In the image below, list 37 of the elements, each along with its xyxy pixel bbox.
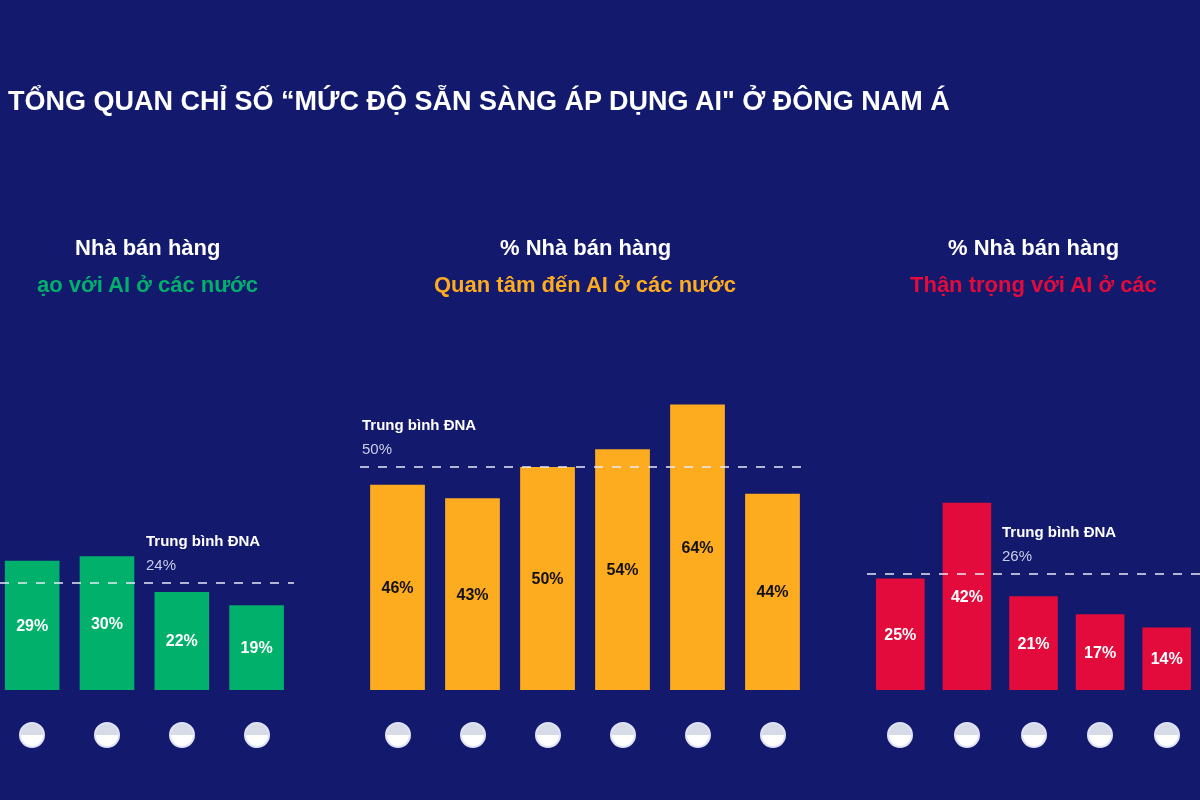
data-label: 46% [381,578,414,596]
bar [229,605,284,690]
data-label: 19% [240,639,273,657]
bar [79,556,135,690]
data-label: 64% [681,538,714,556]
data-label: 42% [950,587,983,605]
bar [4,560,60,690]
text: TỔNG QUAN CHỈ SỐ “MỨC ĐỘ SẴN SÀNG ÁP DỤNG AI" Ở ĐÔNG NAM Á [8,84,950,116]
data-label: 44% [756,583,789,601]
bar [1142,627,1192,690]
bar [154,591,210,690]
data-label: 21% [1017,634,1050,652]
bar [445,498,500,690]
ref-line-label: Trung bình ĐNA 26% [1002,523,1117,564]
data-label: 14% [1150,650,1183,668]
data-label: 50% [531,569,564,587]
bar [1009,596,1058,690]
chart-subtitle: Nhà bán hàng ạo với AI ở các nước [37,235,258,297]
bar [745,493,800,690]
bar [942,502,992,690]
data-label: 43% [456,585,489,603]
data-label: 30% [90,614,123,632]
data-label: 25% [884,625,917,643]
ref-line-label: Trung bình ĐNA 24% [146,532,261,573]
bar [370,484,425,690]
data-label: 54% [606,561,639,579]
chart-subtitle: % Nhà bán hàng Quan tâm đến AI ở các nước [434,235,736,297]
data-label: 29% [16,616,49,634]
bar [875,578,925,690]
bar [595,449,650,690]
data-label: 22% [165,632,198,650]
bar [1075,614,1125,690]
data-label: 17% [1084,643,1117,661]
bar [670,404,725,690]
chart-subtitle: % Nhà bán hàng Thận trọng với AI ở các [910,235,1157,297]
bar [520,466,575,690]
ref-line-label: Trung bình ĐNA 50% [362,416,477,457]
